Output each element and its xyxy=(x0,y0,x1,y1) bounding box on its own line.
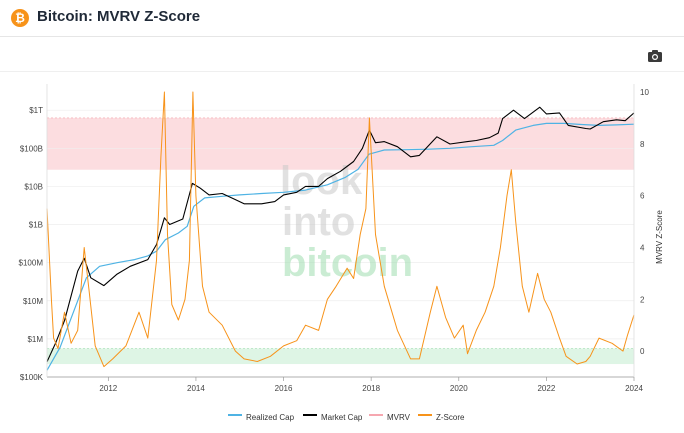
chart-toolbar xyxy=(0,37,684,72)
y-left-tick-label: $1T xyxy=(29,106,43,115)
x-tick-label: 2020 xyxy=(450,384,468,393)
x-tick-label: 2016 xyxy=(275,384,293,393)
legend-item-market[interactable]: Market Cap xyxy=(321,413,363,422)
legend-swatch-mvrv xyxy=(369,414,383,416)
y-left-tick-label: $1B xyxy=(29,221,43,230)
y-left-tick-label: $100B xyxy=(20,144,43,153)
mvrv-chart[interactable]: look into bitcoin $100K$1M$10M$100M$1B$1… xyxy=(0,72,684,408)
market-cap-line xyxy=(46,106,635,363)
y-left-tick-label: $10M xyxy=(23,297,43,306)
x-tick-label: 2024 xyxy=(625,384,643,393)
y-right-axis-label: MVRV Z-Score xyxy=(655,210,664,264)
legend-swatch-zscore xyxy=(418,414,432,416)
lower-band xyxy=(47,348,634,365)
y-right-tick-label: 6 xyxy=(640,192,645,201)
y-left-tick-label: $100K xyxy=(20,373,44,382)
legend-item-mvrv[interactable]: MVRV xyxy=(387,413,410,422)
camera-icon[interactable] xyxy=(644,47,666,65)
x-tick-label: 2014 xyxy=(187,384,205,393)
y-right-tick-label: 2 xyxy=(640,295,645,304)
bitcoin-logo-icon: ₿ xyxy=(11,9,29,27)
y-right-tick-label: 10 xyxy=(640,88,649,97)
zone-bands xyxy=(47,117,634,365)
y-right-tick-label: 8 xyxy=(640,140,645,149)
realized-cap-line xyxy=(46,122,635,371)
upper-band xyxy=(47,117,634,170)
chart-header: ₿ Bitcoin: MVRV Z-Score xyxy=(0,0,684,37)
y-right-tick-label: 4 xyxy=(640,243,645,252)
watermark-line3: bitcoin xyxy=(282,241,413,285)
watermark-line2: into xyxy=(282,200,355,244)
chart-legend: Realized Cap Market Cap MVRV Z-Score xyxy=(0,409,684,429)
watermark-line1: look xyxy=(280,159,363,203)
legend-swatch-realized xyxy=(228,414,242,416)
y-left-tick-label: $10B xyxy=(24,182,43,191)
zscore-line xyxy=(46,91,635,368)
series-lines xyxy=(46,91,635,371)
x-tick-label: 2022 xyxy=(537,384,555,393)
page-title: Bitcoin: MVRV Z-Score xyxy=(37,8,201,25)
y-left-tick-label: $100M xyxy=(19,259,44,268)
legend-item-zscore[interactable]: Z-Score xyxy=(436,413,465,422)
axes: $100K $1M $10M $100M $1B $10B $100B $1T 0 2 4 6 8 10 2… xyxy=(19,84,649,393)
legend-item-realized[interactable]: Realized Cap xyxy=(246,413,295,422)
y-left-tick-label: $1M xyxy=(27,335,43,344)
x-tick-label: 2018 xyxy=(362,384,380,393)
legend-swatch-market xyxy=(303,414,317,416)
y-right-tick-label: 0 xyxy=(640,347,645,356)
watermark: look into bitcoin xyxy=(280,159,413,285)
x-tick-label: 2012 xyxy=(99,384,117,393)
